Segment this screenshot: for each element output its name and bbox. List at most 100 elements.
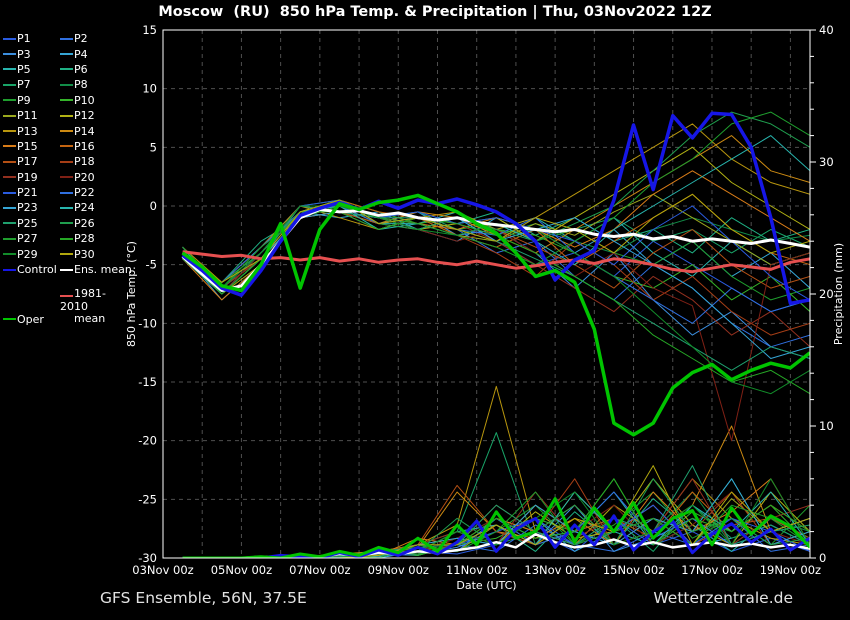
legend-swatch-p6 [60, 68, 73, 71]
legend-label: P4 [74, 47, 88, 61]
legend-item-p18: P18 [60, 155, 126, 168]
legend-swatch-p23 [3, 206, 16, 209]
gridlines [163, 30, 810, 558]
legend-item-ens-mean: Ens. mean [60, 263, 132, 276]
legend-item-p3: P3 [3, 48, 60, 61]
legend-label: 1981-2010 [60, 287, 106, 313]
precip-tick-label: 0 [819, 551, 826, 565]
legend-item-p26: P26 [60, 217, 126, 230]
legend-label: P17 [17, 155, 38, 169]
legend-label: P1 [17, 32, 31, 46]
temp-tick-label: -15 [138, 375, 157, 389]
legend-label: P11 [17, 109, 38, 123]
legend-swatch-p2 [60, 37, 73, 40]
x-tick-label: 19Nov 00z [760, 563, 821, 577]
legend-swatch-control [3, 268, 16, 271]
main-temp-oper [181, 193, 810, 437]
x-tick-label: 11Nov 00z [446, 563, 507, 577]
legend-label: P15 [17, 139, 38, 153]
legend-item-p1: P1 [3, 32, 60, 45]
legend-item-p28: P28 [60, 232, 126, 245]
legend-swatch-p20 [60, 176, 73, 179]
legend-label: Oper [17, 312, 44, 326]
y-axis-title-right: Precipitation (mm) [832, 243, 845, 345]
legend-swatch-p25 [3, 222, 16, 225]
precip-tick-label: 40 [819, 23, 834, 37]
legend-label: P14 [74, 124, 95, 138]
temp-tick-label: -25 [138, 492, 157, 506]
legend-swatch-p28 [60, 237, 73, 240]
legend-item-p27: P27 [3, 232, 60, 245]
legend-swatch-p8 [60, 83, 73, 86]
legend-item-p7: P7 [3, 78, 60, 91]
temp-tick-label: -30 [138, 551, 157, 565]
legend-swatch-oper [3, 318, 16, 321]
legend-item-p6: P6 [60, 63, 126, 76]
legend-label: P9 [17, 93, 31, 107]
legend-item-p23: P23 [3, 201, 60, 214]
legend-swatch-p15 [3, 145, 16, 148]
x-tick-label: 13Nov 00z [524, 563, 585, 577]
legend-swatch-p29 [3, 253, 16, 256]
legend-label: P30 [74, 247, 95, 261]
main-temp-clim_mean [182, 250, 810, 274]
legend-swatch-p17 [3, 160, 16, 163]
legend-swatch-p9 [3, 99, 16, 102]
footer-site-name: Wetterzentrale.de [653, 589, 793, 607]
legend-item-p25: P25 [3, 217, 60, 230]
main-precip-oper [182, 497, 810, 558]
legend-item-oper: Oper [3, 313, 60, 326]
legend-swatch-p24 [60, 206, 73, 209]
legend-item-p9: P9 [3, 94, 60, 107]
legend-label: P25 [17, 216, 38, 230]
x-axis-title: Date (UTC) [456, 579, 516, 592]
legend-item-p4: P4 [60, 48, 126, 61]
legend-swatch-p14 [60, 130, 73, 133]
legend-item-p30: P30 [60, 248, 126, 261]
x-tick-label: 17Nov 00z [681, 563, 742, 577]
legend-item-p22: P22 [60, 186, 126, 199]
legend-label: P20 [74, 170, 95, 184]
legend-label: Ens. mean [74, 263, 132, 277]
legend-label: P13 [17, 124, 38, 138]
legend-label: P24 [74, 201, 95, 215]
legend-swatch-ens-mean [60, 268, 73, 271]
x-tick-label: 09Nov 00z [368, 563, 429, 577]
legend-swatch-p1 [3, 37, 16, 40]
legend-item-p10: P10 [60, 94, 126, 107]
legend-item-p21: P21 [3, 186, 60, 199]
legend-label: P29 [17, 247, 38, 261]
x-tick-label: 07Nov 00z [289, 563, 350, 577]
member-temp-P30 [182, 193, 810, 283]
legend-swatch-p4 [60, 53, 73, 56]
footer-model-info: GFS Ensemble, 56N, 37.5E [100, 589, 307, 607]
legend-label: P12 [74, 109, 95, 123]
legend-swatch-p12 [60, 114, 73, 117]
precip-tick-label: 20 [819, 287, 834, 301]
x-tick-label: 15Nov 00z [603, 563, 664, 577]
temp-tick-label: 5 [150, 140, 157, 154]
legend-label: Control [17, 263, 57, 277]
legend-swatch-p21 [3, 191, 16, 194]
legend-label: P5 [17, 62, 31, 76]
legend-swatch-p13 [3, 130, 16, 133]
legend-item-p8: P8 [60, 78, 126, 91]
legend-swatch-p22 [60, 191, 73, 194]
main-temp-control [181, 111, 810, 306]
temp-tick-label: -20 [138, 434, 157, 448]
legend-item-p12: P12 [60, 109, 126, 122]
chart-title: Moscow (RU) 850 hPa Temp. & Precipitatio… [158, 4, 712, 20]
legend-label: P21 [17, 186, 38, 200]
legend-swatch-p3 [3, 53, 16, 56]
legend-item-control: Control [3, 263, 60, 276]
temp-tick-label: 15 [142, 23, 157, 37]
legend-item-p24: P24 [60, 201, 126, 214]
legend-item-p5: P5 [3, 63, 60, 76]
legend-swatch-p27 [3, 237, 16, 240]
legend-item-clim-mean: 1981-2010 mean [60, 288, 128, 326]
temp-tick-label: 0 [150, 199, 157, 213]
legend-item-p13: P13 [3, 125, 60, 138]
legend-swatch-p30 [60, 253, 73, 256]
legend-item-p20: P20 [60, 171, 126, 184]
